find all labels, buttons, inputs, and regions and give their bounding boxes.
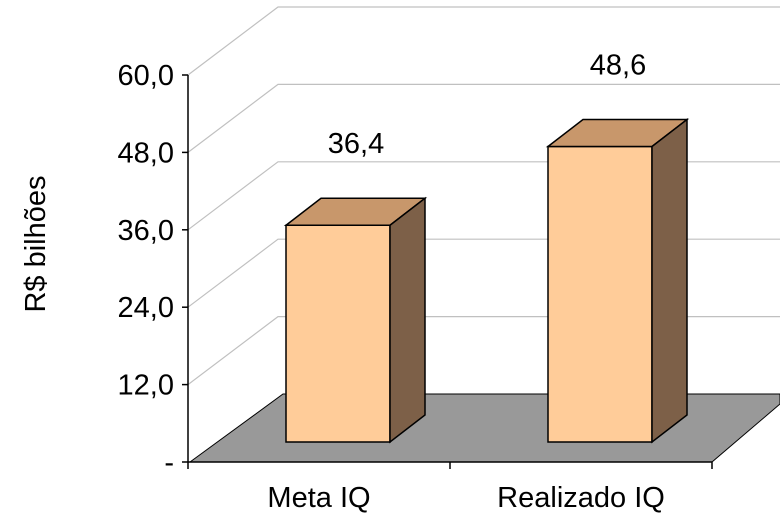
y-tick-label: 12,0 [118, 370, 174, 402]
labels-layer: - 12,0 24,0 36,0 48,0 60,0 36,4 Meta IQ 48,6 Real… [118, 50, 665, 514]
axis-layer [182, 74, 713, 469]
gridline [187, 316, 780, 386]
gridline [187, 6, 780, 76]
bar-side-face [651, 118, 688, 444]
y-axis-title: R$ bilhões [20, 175, 52, 312]
gridline [187, 83, 780, 153]
gridline [187, 161, 780, 231]
bar-value-label: 48,6 [590, 50, 646, 82]
bar-front-face [547, 145, 653, 443]
bar [545, 118, 690, 444]
y-tick-label: 24,0 [118, 292, 174, 324]
floor-plane [188, 393, 780, 463]
bar-front-face [285, 224, 391, 443]
bar-side-face [389, 196, 426, 444]
y-tick-label: 36,0 [118, 215, 174, 247]
floor-layer [188, 393, 780, 463]
y-tick-label: - [164, 447, 174, 479]
bar [283, 196, 428, 444]
bar-value-label: 36,4 [328, 128, 384, 160]
x-category-label: Realizado IQ [497, 482, 665, 514]
y-tick-label: 60,0 [118, 60, 174, 92]
bars-layer [283, 118, 690, 444]
grid-layer [187, 6, 780, 386]
y-tick-label: 48,0 [118, 137, 174, 169]
gridline [187, 238, 780, 308]
x-category-label: Meta IQ [267, 482, 370, 514]
